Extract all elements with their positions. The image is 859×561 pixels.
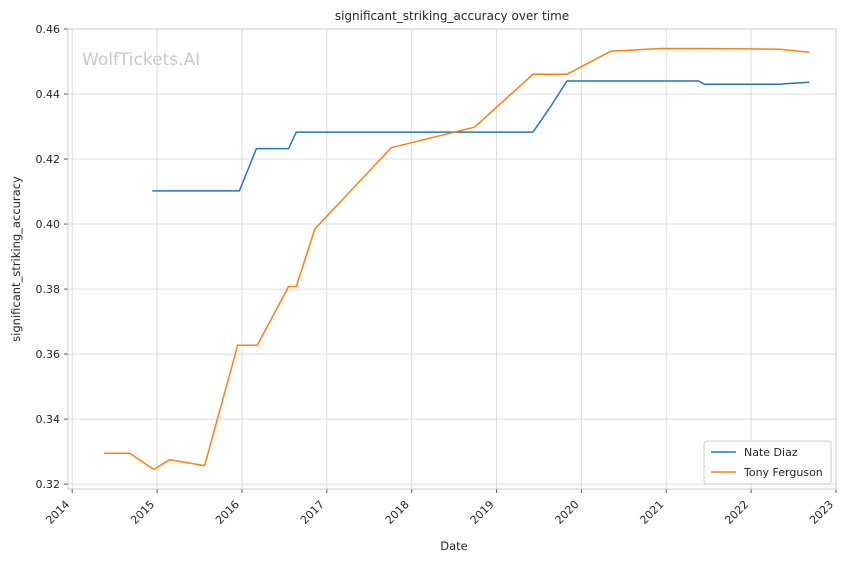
x-tick-label: 2019 [468,498,497,527]
series-layer [103,47,810,471]
y-tick-label: 0.42 [36,153,61,166]
legend: Nate Diaz Tony Ferguson [703,440,832,485]
x-tick-label: 2020 [553,498,582,527]
series-line-tony-ferguson [103,47,810,471]
x-tick-label: 2021 [637,498,666,527]
y-axis-label: significant_striking_accuracy [9,176,23,342]
y-tick-label: 0.38 [36,283,61,296]
chart-title: significant_striking_accuracy over time [335,9,569,23]
x-axis-label: Date [440,539,468,553]
y-tick-label: 0.40 [36,218,61,231]
x-tick-label: 2016 [213,498,242,527]
x-tick-label: 2015 [128,498,157,527]
y-tick-label: 0.36 [36,348,61,361]
y-axis-ticks: 0.32 0.34 0.36 0.38 0.40 0.42 0.44 0.46 [36,23,68,491]
plot-frame [67,28,837,490]
watermark: WolfTickets.AI [82,50,200,70]
x-tick-label: 2018 [383,498,412,527]
x-tick-label: 2023 [807,498,836,527]
legend-label-tony-ferguson: Tony Ferguson [743,466,823,479]
y-tick-label: 0.44 [36,88,61,101]
y-tick-label: 0.46 [36,23,61,36]
x-tick-label: 2017 [298,498,327,527]
x-axis-ticks: 2014 2015 2016 2017 2018 2019 2020 2021 2022 2023 [43,489,837,527]
x-tick-label: 2014 [43,498,72,527]
series-line-nate-diaz [152,80,810,192]
plot-area [68,29,836,489]
x-tick-label: 2022 [722,498,751,527]
y-tick-label: 0.34 [36,413,61,426]
legend-label-nate-diaz: Nate Diaz [744,446,798,459]
y-tick-label: 0.32 [36,478,61,491]
